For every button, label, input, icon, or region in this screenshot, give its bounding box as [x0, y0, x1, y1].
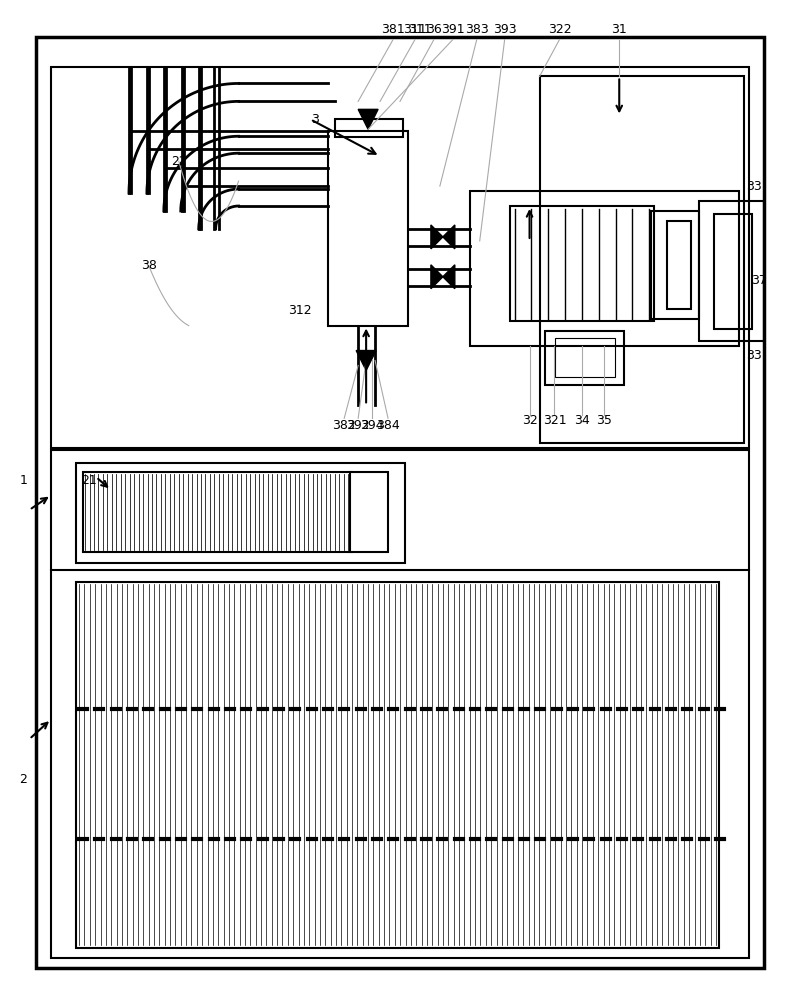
Bar [650, 211, 698, 319]
Text: 311: 311 [403, 23, 426, 36]
Text: 38: 38 [141, 259, 156, 272]
Bar [698, 201, 763, 341]
Bar [328, 131, 407, 326]
Text: 3: 3 [311, 113, 319, 126]
Text: 32: 32 [521, 414, 537, 427]
Bar [666, 221, 691, 309]
Bar [51, 450, 747, 958]
Text: 37: 37 [750, 274, 766, 287]
Bar [544, 331, 623, 385]
Bar [334, 119, 403, 137]
Text: 392: 392 [346, 419, 370, 432]
Text: 35: 35 [596, 414, 611, 427]
Polygon shape [358, 109, 378, 129]
Text: 312: 312 [288, 304, 312, 317]
Bar [469, 191, 738, 346]
Text: 394: 394 [360, 419, 383, 432]
Text: 36: 36 [426, 23, 441, 36]
Text: 382: 382 [332, 419, 355, 432]
Bar [713, 214, 751, 329]
Text: 34: 34 [573, 414, 589, 427]
Text: 322: 322 [547, 23, 570, 36]
Polygon shape [431, 265, 443, 289]
Polygon shape [431, 225, 443, 249]
Text: 321: 321 [542, 414, 565, 427]
Text: 393: 393 [492, 23, 516, 36]
Bar [555, 338, 614, 377]
Text: 384: 384 [375, 419, 399, 432]
Text: 391: 391 [440, 23, 464, 36]
Text: 33: 33 [745, 180, 761, 193]
Bar [83, 472, 352, 552]
Text: 22: 22 [171, 155, 186, 168]
Text: 31: 31 [610, 23, 626, 36]
Text: 381: 381 [381, 23, 404, 36]
Text: 2: 2 [19, 773, 27, 786]
Bar [76, 463, 404, 563]
Text: 21: 21 [81, 474, 97, 487]
Bar [509, 206, 654, 321]
Text: 311: 311 [407, 23, 431, 36]
Bar [76, 582, 718, 948]
Polygon shape [443, 225, 454, 249]
Polygon shape [443, 265, 454, 289]
Text: 383: 383 [464, 23, 488, 36]
Bar [51, 67, 747, 448]
Bar [539, 76, 743, 443]
Polygon shape [356, 351, 375, 370]
Text: 1: 1 [19, 474, 27, 487]
Bar [350, 472, 387, 552]
Text: 33: 33 [745, 349, 761, 362]
